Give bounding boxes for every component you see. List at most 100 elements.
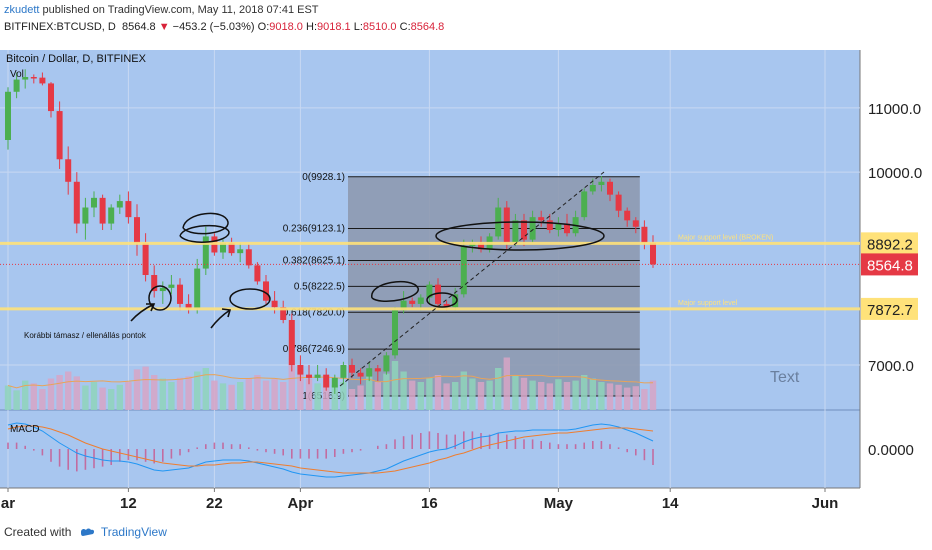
candle-body [331, 377, 338, 388]
text-marker[interactable]: Text [770, 369, 800, 386]
created-with-label: Created with [4, 525, 72, 539]
x-tick-label: 16 [421, 495, 438, 512]
candle-body [30, 77, 37, 79]
candle-body [116, 201, 123, 208]
macd-series [7, 422, 654, 478]
macd-line [7, 422, 654, 478]
candle-body [194, 268, 201, 309]
author-link[interactable]: zkudett [4, 4, 40, 16]
volume-bar [108, 389, 115, 410]
axis-labels: 11000.0 10000.0 7000.0 ar 12 22 Apr 16 May 14 Jun 8… [1, 101, 922, 512]
candle-body [615, 194, 622, 211]
volume-bar [30, 383, 37, 410]
volume-bar [142, 366, 149, 410]
fibonacci-retracement[interactable]: 0(9928.1) 0.236(9123.1) 0.382(8625.1) 0.5(8… [283, 172, 640, 402]
volume-bar [503, 357, 510, 410]
volume-bars [4, 357, 657, 410]
tradingview-brand[interactable]: TradingView [100, 525, 167, 539]
candle-body [177, 284, 183, 304]
volume-ma-line [7, 374, 654, 389]
chart-title: Bitcoin / Dollar, D, BITFINEX [6, 53, 147, 65]
y-tick-label: 10000.0 [868, 165, 922, 182]
arrow-head [221, 308, 232, 318]
volume-bar [13, 390, 20, 410]
published-text: published on TradingView.com, May 11, 20… [42, 4, 319, 16]
candle-body [564, 223, 570, 234]
circle-drawing [229, 288, 271, 310]
candle-body [82, 207, 89, 224]
circle-drawing [426, 292, 458, 308]
volume-bar [391, 361, 399, 410]
volume-bar [606, 383, 614, 410]
volume-bar [469, 378, 476, 410]
volume-bar [615, 384, 622, 410]
volume-bar [271, 379, 278, 410]
price-label-box [861, 253, 918, 276]
candle-body [228, 242, 235, 254]
close-label: C: [399, 21, 411, 33]
candle-body [435, 284, 441, 304]
price-label: 8564.8 [867, 257, 913, 274]
arrow-head [146, 303, 156, 312]
support-lines[interactable]: Major support level (BROKEN) Major suppor… [0, 234, 860, 311]
volume-bar [211, 380, 218, 410]
price-label: 8892.2 [867, 236, 913, 253]
x-tick-label: 22 [206, 495, 223, 512]
candle-body [65, 159, 72, 182]
close-value: 8564.8 [410, 21, 445, 33]
circle-drawing [371, 280, 419, 302]
volume-bar [288, 357, 295, 410]
volume-bar [512, 375, 519, 410]
candle-body [503, 207, 510, 243]
candle-body [589, 185, 596, 192]
candle-body [159, 287, 166, 292]
volume-bar [555, 379, 562, 410]
x-tick-label: May [544, 495, 574, 512]
y-tick-label: 11000.0 [868, 101, 921, 118]
last-price: 8564.8 [121, 21, 156, 33]
candle-body [323, 374, 330, 388]
tradingview-logo-icon [80, 528, 94, 537]
candle-body [263, 281, 269, 301]
volume-label: Vol [10, 69, 24, 80]
candle-body [254, 265, 261, 282]
candle-body [22, 77, 29, 80]
candle-body [366, 368, 373, 377]
support-label: Major support level [678, 300, 738, 307]
volume-bar [125, 382, 132, 410]
candle-body [314, 374, 321, 378]
low-label: L: [353, 21, 363, 33]
volume-bar [357, 385, 364, 410]
volume-bar [116, 384, 123, 410]
hand-drawings [130, 171, 605, 387]
candle-body [529, 217, 536, 240]
candle-body [400, 300, 407, 311]
change-value: −453.2 (−5.03%) [172, 21, 255, 33]
candle-body [340, 365, 347, 378]
candle-body [237, 249, 244, 254]
volume-bar [297, 375, 304, 410]
volume-bar [452, 382, 459, 410]
candle-body [555, 223, 562, 230]
fib-level-label: 0.382(8625.1) [283, 256, 345, 267]
price-chart[interactable]: 0(9928.1) 0.236(9123.1) 0.382(8625.1) 0.5(8… [0, 36, 932, 520]
fib-level-label: 0.618(7820.0) [283, 307, 345, 318]
volume-bar [581, 375, 588, 410]
candle-body [99, 197, 106, 224]
arrow-drawing [130, 303, 155, 322]
volume-bar [649, 380, 657, 410]
volume-bar [520, 377, 528, 410]
volume-bar [434, 375, 442, 410]
candle-body [452, 294, 459, 308]
candle-body [512, 220, 519, 243]
y-tick-label: 7000.0 [868, 358, 914, 375]
volume-bar [237, 382, 244, 410]
macd-label: MACD [10, 424, 39, 435]
fib-level-label: 0.236(9123.1) [283, 224, 345, 235]
volume-bar [22, 380, 29, 410]
macd-tick-label: 0.0000 [868, 442, 914, 459]
volume-bar [47, 378, 55, 410]
candle-body [13, 79, 20, 92]
candle-body [417, 297, 424, 304]
volume-bar [314, 383, 321, 410]
